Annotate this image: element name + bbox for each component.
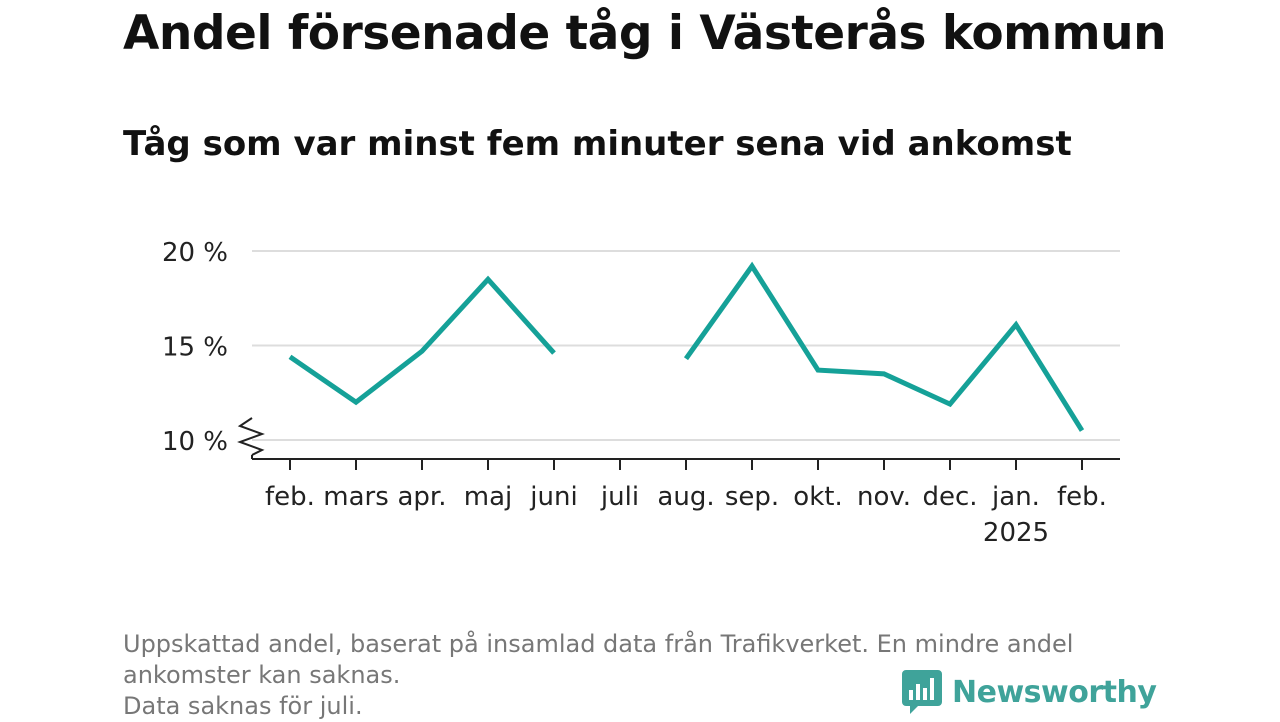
brand-logo: Newsworthy xyxy=(902,670,1156,714)
x-tick-label: jan. xyxy=(991,482,1040,512)
x-tick-label: okt. xyxy=(793,482,842,512)
x-tick-label: mars xyxy=(323,482,389,512)
x-tick-label: juli xyxy=(600,482,639,512)
x-tick-label: sep. xyxy=(725,482,779,512)
axis-break-icon xyxy=(240,418,262,455)
x-tick-label: nov. xyxy=(857,482,911,512)
series-lines xyxy=(290,266,1082,431)
series-line-segment xyxy=(290,279,554,402)
x-tick-year-label: 2025 xyxy=(983,518,1049,548)
x-axis xyxy=(240,418,1120,470)
x-tick-label: aug. xyxy=(657,482,714,512)
footnote-line-1: Uppskattad andel, baserat på insamlad da… xyxy=(123,629,1073,660)
brand-name: Newsworthy xyxy=(952,675,1156,710)
x-tick-label: maj xyxy=(464,482,512,512)
grid-lines xyxy=(252,251,1120,440)
series-line-segment xyxy=(686,266,1082,430)
x-tick-label: juni xyxy=(529,482,577,512)
y-tick-label: 10 % xyxy=(162,427,228,457)
x-tick-label: feb. xyxy=(1057,482,1107,512)
y-tick-label: 15 % xyxy=(162,333,228,363)
y-tick-label: 20 % xyxy=(162,238,228,268)
y-axis-tick-labels: 10 % 15 % 20 % xyxy=(162,238,228,457)
newsworthy-logo-icon xyxy=(902,670,942,714)
x-tick-label: dec. xyxy=(922,482,977,512)
x-tick-label: feb. xyxy=(265,482,315,512)
x-tick-label: apr. xyxy=(397,482,446,512)
